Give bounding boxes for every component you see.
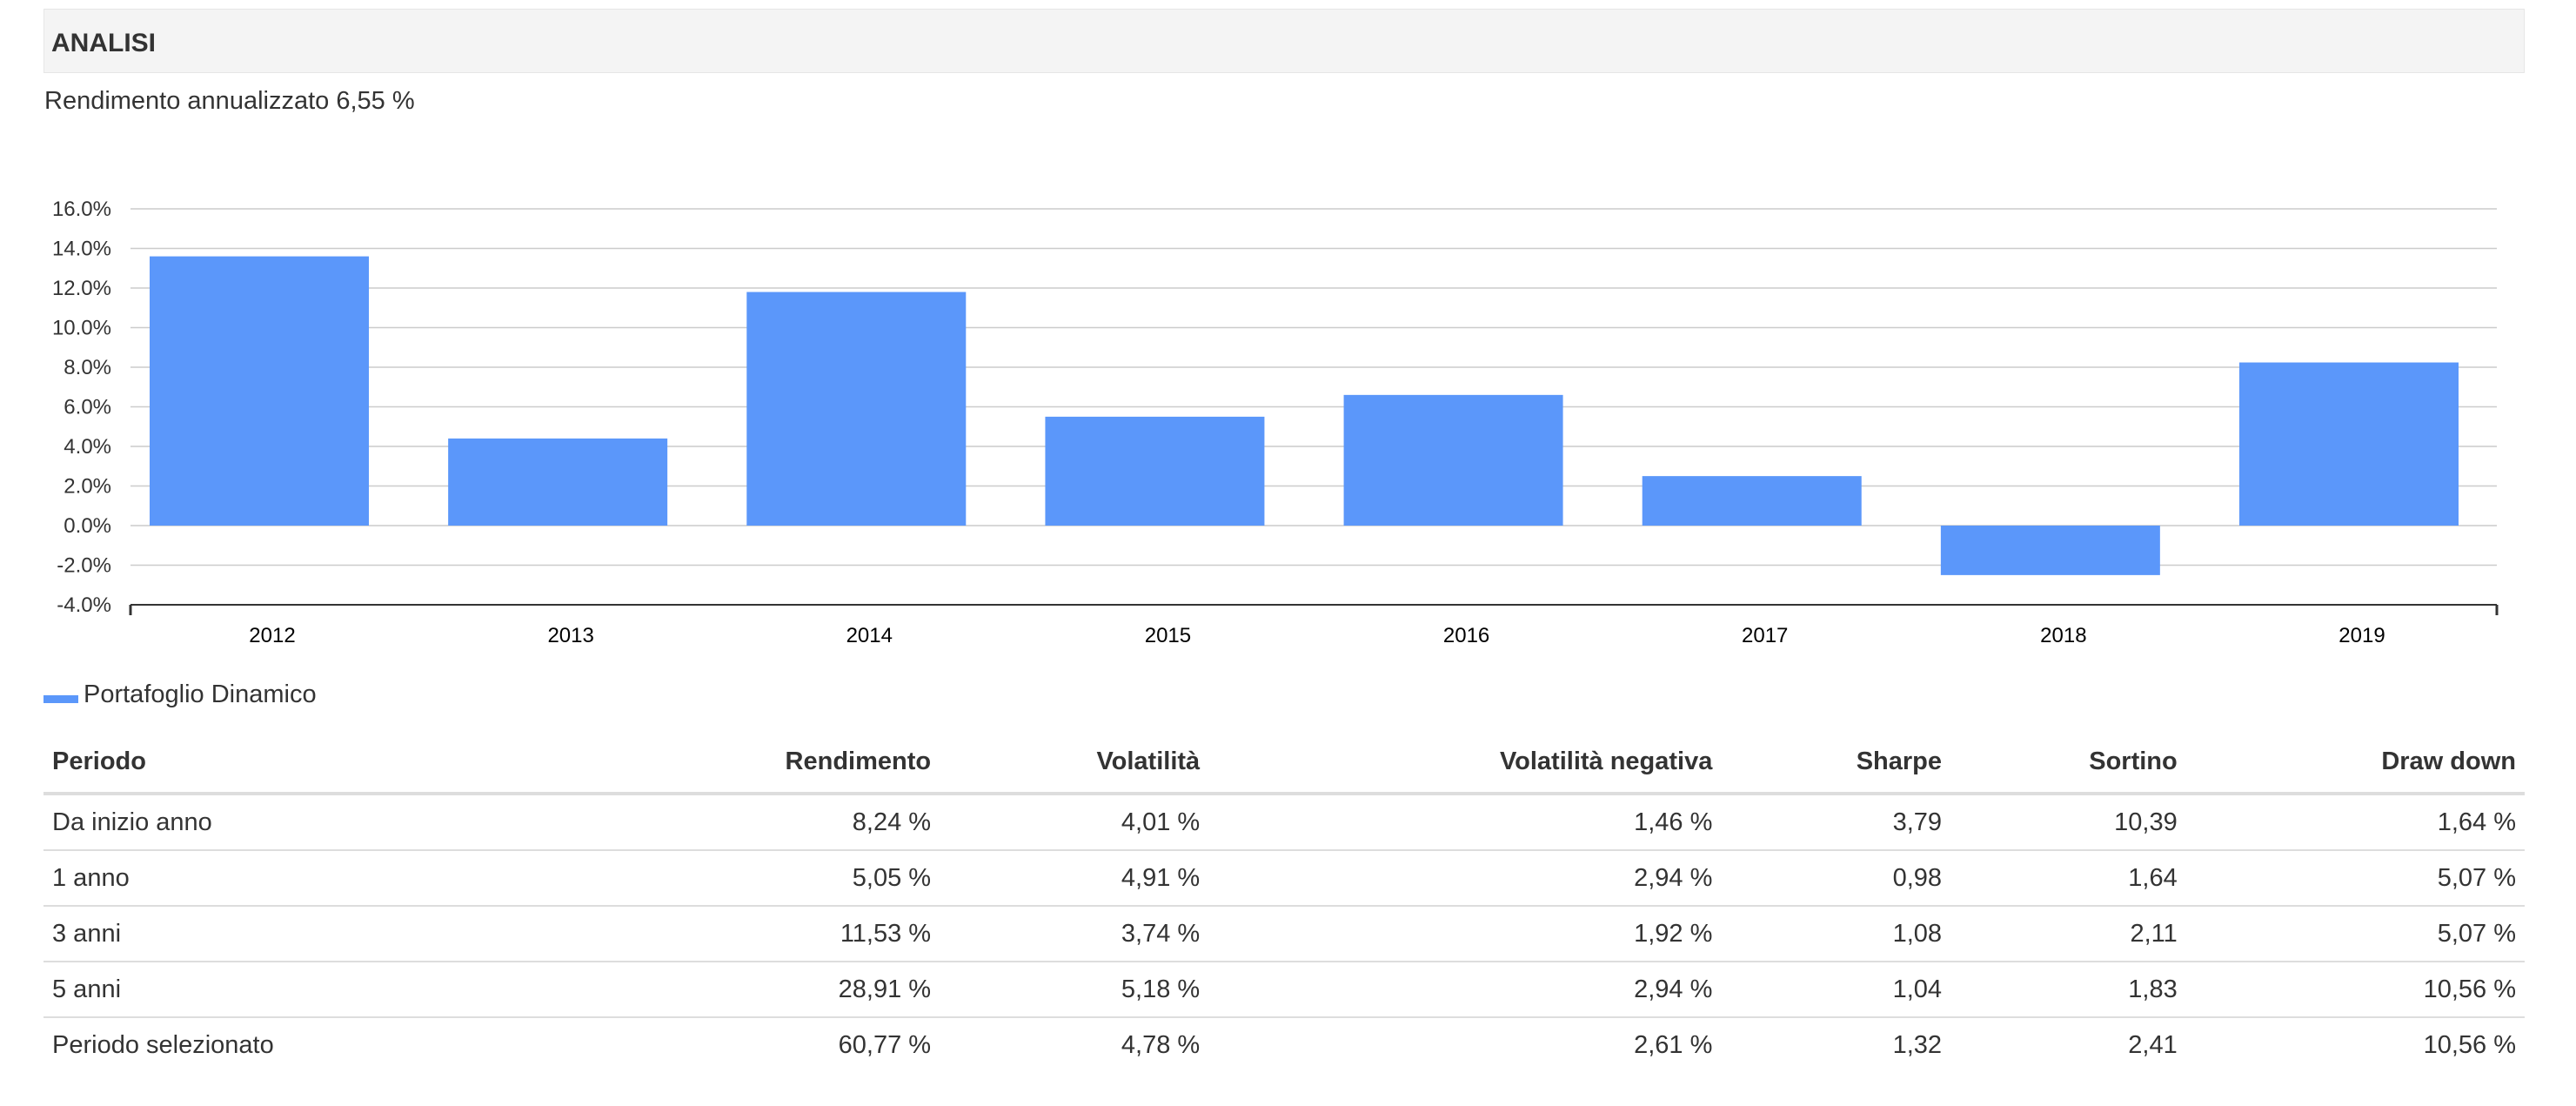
cell-periodo: 1 anno xyxy=(43,850,577,907)
x-tick-label: 2016 xyxy=(1443,624,1489,647)
performance-stats-table: Periodo Rendimento Volatilità Volatilità… xyxy=(43,731,2525,1072)
cell-volatilita: 3,74 % xyxy=(940,906,1209,962)
cell-volatilita-negativa: 1,46 % xyxy=(1208,794,1722,851)
x-tick-label: 2013 xyxy=(547,624,593,647)
y-tick-label: -2.0% xyxy=(57,554,111,578)
chart-bars xyxy=(150,256,2459,575)
table-row: 1 anno 5,05 % 4,91 % 2,94 % 0,98 1,64 5,… xyxy=(43,850,2525,907)
cell-rendimento: 60,77 % xyxy=(838,1030,932,1059)
bar-2012 xyxy=(150,256,369,526)
cell-sortino: 2,41 xyxy=(2128,1030,2178,1059)
y-tick-label: -4.0% xyxy=(57,593,111,617)
x-tick-label: 2017 xyxy=(1742,624,1788,647)
y-tick-label: 8.0% xyxy=(64,356,111,379)
cell-draw-down: 5,07 % xyxy=(2185,906,2525,962)
cell-draw-down: 10,56 % xyxy=(2423,1030,2516,1059)
cell-sharpe: 1,08 xyxy=(1721,906,1951,962)
cell-periodo: 3 anni xyxy=(43,906,577,962)
cell-sharpe: 0,98 xyxy=(1721,850,1951,907)
annual-returns-bar-chart: 16.0% 14.0% 12.0% 10.0% 8.0% 6.0% 4.0% 2.0% 0.0%… xyxy=(52,198,2499,647)
cell-volatilita: 4,01 % xyxy=(940,794,1209,851)
bar-2017 xyxy=(1642,476,1862,526)
cell-rendimento: 5,05 % xyxy=(576,850,940,907)
cell-sortino: 2,11 xyxy=(1950,906,2186,962)
y-tick-label: 0.0% xyxy=(64,514,111,538)
header-draw-down: Draw down xyxy=(2185,731,2525,795)
y-tick-label: 14.0% xyxy=(52,238,111,261)
section-header: ANALISI xyxy=(43,9,2525,73)
cell-volatilita-negativa: 1,92 % xyxy=(1208,906,1722,962)
x-tick-label: 2012 xyxy=(249,624,295,647)
bar-2013 xyxy=(448,438,668,526)
cell-periodo: Periodo selezionato xyxy=(52,1030,274,1059)
cell-sharpe: 1,04 xyxy=(1721,962,1951,1018)
bar-2014 xyxy=(746,292,967,526)
header-sharpe: Sharpe xyxy=(1721,731,1951,795)
y-tick-label: 10.0% xyxy=(52,317,111,340)
cell-draw-down: 10,56 % xyxy=(2185,962,2525,1018)
header-sortino: Sortino xyxy=(1950,731,2186,795)
cell-volatilita-negativa: 2,94 % xyxy=(1208,962,1722,1018)
x-tick-label: 2015 xyxy=(1145,624,1191,647)
cell-rendimento: 11,53 % xyxy=(576,906,940,962)
cell-draw-down: 5,07 % xyxy=(2185,850,2525,907)
bar-2016 xyxy=(1343,394,1563,526)
y-tick-label: 12.0% xyxy=(52,277,111,300)
chart-tick-labels: 16.0% 14.0% 12.0% 10.0% 8.0% 6.0% 4.0% 2.0% 0.0%… xyxy=(52,198,2385,647)
table-header-row: Periodo Rendimento Volatilità Volatilità… xyxy=(43,731,2525,795)
table-row: 3 anni 11,53 % 3,74 % 1,92 % 1,08 2,11 5… xyxy=(43,906,2525,962)
cell-volatilita: 5,18 % xyxy=(940,962,1209,1018)
y-tick-label: 16.0% xyxy=(52,198,111,221)
cell-volatilita: 4,78 % xyxy=(1121,1030,1201,1059)
cell-sharpe: 3,79 xyxy=(1721,794,1951,851)
x-tick-label: 2014 xyxy=(846,624,893,647)
cell-volatilita-negativa: 2,94 % xyxy=(1208,850,1722,907)
cell-sortino: 1,64 xyxy=(1950,850,2186,907)
table-row: Periodo selezionato 60,77 % 4,78 % 2,61 … xyxy=(43,1017,2525,1072)
y-tick-label: 6.0% xyxy=(64,396,111,419)
header-rendimento: Rendimento xyxy=(576,731,940,795)
table-row: Da inizio anno 8,24 % 4,01 % 1,46 % 3,79… xyxy=(43,794,2525,851)
x-tick-label: 2018 xyxy=(2040,624,2086,647)
cell-rendimento: 28,91 % xyxy=(576,962,940,1018)
cell-volatilita: 4,91 % xyxy=(940,850,1209,907)
header-volatilita-negativa: Volatilità negativa xyxy=(1208,731,1722,795)
bar-2018 xyxy=(1940,526,2160,575)
y-tick-label: 2.0% xyxy=(64,475,111,499)
table-row: 5 anni 28,91 % 5,18 % 2,94 % 1,04 1,83 1… xyxy=(43,962,2525,1018)
annualized-return-text: Rendimento annualizzato 6,55 % xyxy=(44,87,415,115)
cell-draw-down: 1,64 % xyxy=(2185,794,2525,851)
header-periodo: Periodo xyxy=(43,731,577,795)
bar-2015 xyxy=(1045,416,1265,526)
legend-swatch xyxy=(43,695,78,703)
legend-label: Portafoglio Dinamico xyxy=(84,680,317,708)
chart-axes xyxy=(129,604,2499,615)
cell-sharpe: 1,32 xyxy=(1892,1030,1943,1059)
y-tick-label: 4.0% xyxy=(64,435,111,459)
cell-volatilita-negativa: 2,61 % xyxy=(1634,1030,1713,1059)
bar-2019 xyxy=(2239,362,2459,526)
section-title: ANALISI xyxy=(51,29,156,57)
cell-periodo: Da inizio anno xyxy=(43,794,577,851)
cell-periodo: 5 anni xyxy=(43,962,577,1018)
x-tick-label: 2019 xyxy=(2338,624,2385,647)
cell-sortino: 1,83 xyxy=(1950,962,2186,1018)
cell-sortino: 10,39 xyxy=(1950,794,2186,851)
cell-rendimento: 8,24 % xyxy=(576,794,940,851)
header-volatilita: Volatilità xyxy=(940,731,1209,795)
